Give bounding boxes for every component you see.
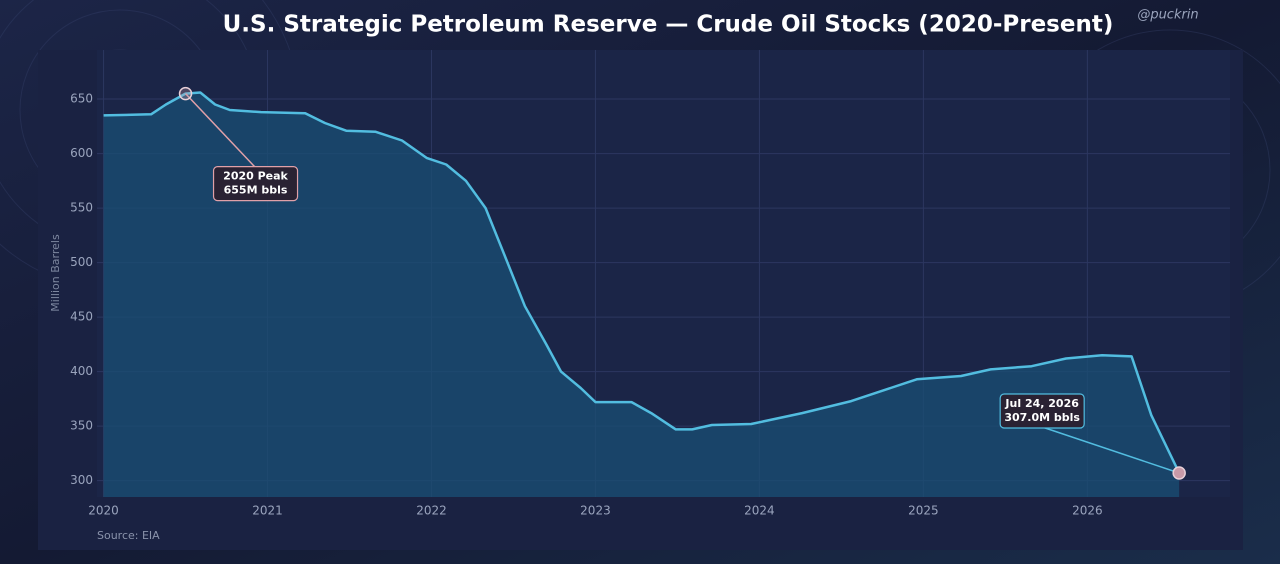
annotation-text: 655M bbls — [224, 184, 288, 197]
y-tick-label: 600 — [70, 146, 93, 160]
x-tick-label: 2023 — [580, 504, 611, 518]
annotation-arrow — [184, 93, 257, 169]
x-tick-label: 2021 — [252, 504, 283, 518]
annotation-arrow — [1041, 426, 1180, 474]
source-note: Source: EIA — [97, 529, 160, 542]
chart-title: U.S. Strategic Petroleum Reserve — Crude… — [223, 12, 1114, 38]
y-tick-label: 550 — [70, 201, 93, 215]
annotation-text: 307.0M bbls — [1004, 411, 1080, 424]
y-tick-label: 450 — [70, 310, 93, 324]
x-tick-label: 2024 — [744, 504, 775, 518]
watermark: @puckrin — [1137, 8, 1198, 23]
y-axis-label: Million Barrels — [49, 234, 62, 312]
y-tick-label: 500 — [70, 255, 93, 269]
y-tick-label: 400 — [70, 364, 93, 378]
x-tick-label: 2025 — [908, 504, 939, 518]
x-tick-label: 2020 — [88, 504, 119, 518]
annotation-text: 2020 Peak — [223, 170, 288, 183]
data-line — [103, 91, 1181, 474]
annotation-box — [999, 393, 1085, 429]
x-tick-label: 2026 — [1072, 504, 1103, 518]
y-tick-label: 650 — [70, 92, 93, 106]
annotation-point — [178, 86, 193, 101]
y-tick-label: 350 — [70, 419, 93, 433]
area-fill — [103, 92, 1180, 497]
annotation-point — [1172, 466, 1186, 480]
annotation-text: Jul 24, 2026 — [1004, 397, 1079, 410]
y-tick-label: 300 — [70, 473, 93, 487]
x-tick-label: 2022 — [416, 504, 447, 518]
annotation-box — [212, 166, 299, 202]
